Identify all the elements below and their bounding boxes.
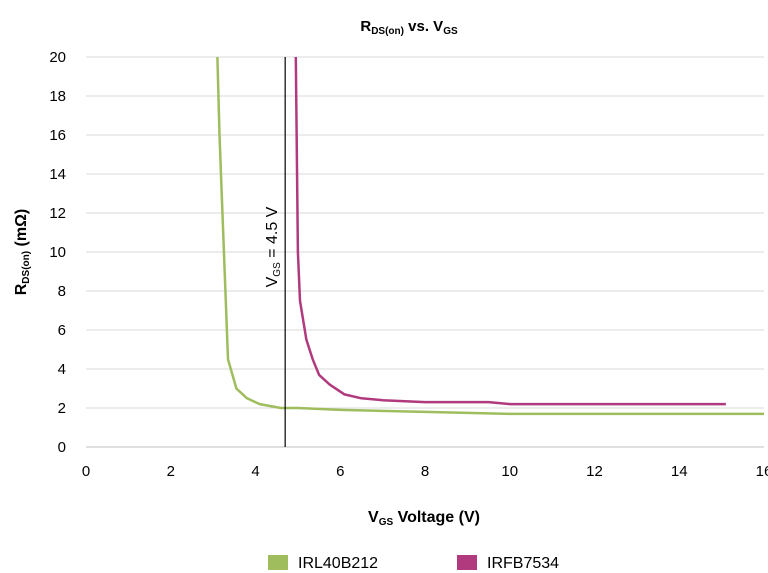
legend-swatch-irfb7534	[457, 555, 477, 570]
legend-label-irl40b212: IRL40B212	[298, 555, 378, 572]
legend-label-irfb7534: IRFB7534	[487, 555, 559, 572]
x-tick-6: 6	[336, 463, 344, 480]
legend-swatch-irl40b212	[268, 555, 288, 570]
x-tick-14: 14	[671, 463, 688, 480]
vgs-reference-label: VGS = 4.5 V	[264, 206, 283, 287]
y-tick-2: 2	[58, 400, 66, 417]
chart-title: RDS(on) vs. VGS	[360, 18, 458, 37]
legend: IRL40B212 IRFB7534	[268, 555, 559, 572]
series-lines	[216, 56, 764, 416]
x-tick-0: 0	[82, 463, 90, 480]
y-tick-14: 14	[49, 166, 66, 183]
x-tick-labels: 0 2 4 6 8 10 12 14 16	[82, 463, 768, 480]
y-tick-labels: 0 2 4 6 8 10 12 14 16 18 20	[49, 49, 66, 456]
y-tick-10: 10	[49, 244, 66, 261]
y-axis-label: RDS(on) (mΩ)	[13, 209, 32, 296]
x-tick-12: 12	[586, 463, 603, 480]
y-tick-12: 12	[49, 205, 66, 222]
y-tick-4: 4	[58, 361, 66, 378]
series-line-irl40b212	[216, 56, 764, 416]
y-tick-16: 16	[49, 127, 66, 144]
x-tick-16: 16	[756, 463, 768, 480]
x-tick-8: 8	[421, 463, 429, 480]
x-tick-10: 10	[501, 463, 518, 480]
x-tick-4: 4	[251, 463, 259, 480]
y-tick-6: 6	[58, 322, 66, 339]
y-tick-20: 20	[49, 49, 66, 66]
y-tick-18: 18	[49, 88, 66, 105]
y-tick-8: 8	[58, 283, 66, 300]
annotations: VGS = 4.5 V	[264, 57, 286, 447]
series-line-irfb7534	[294, 56, 726, 406]
x-axis-label: VGS Voltage (V)	[368, 509, 480, 528]
y-tick-0: 0	[58, 439, 66, 456]
grid-lines	[86, 56, 764, 448]
x-tick-2: 2	[167, 463, 175, 480]
